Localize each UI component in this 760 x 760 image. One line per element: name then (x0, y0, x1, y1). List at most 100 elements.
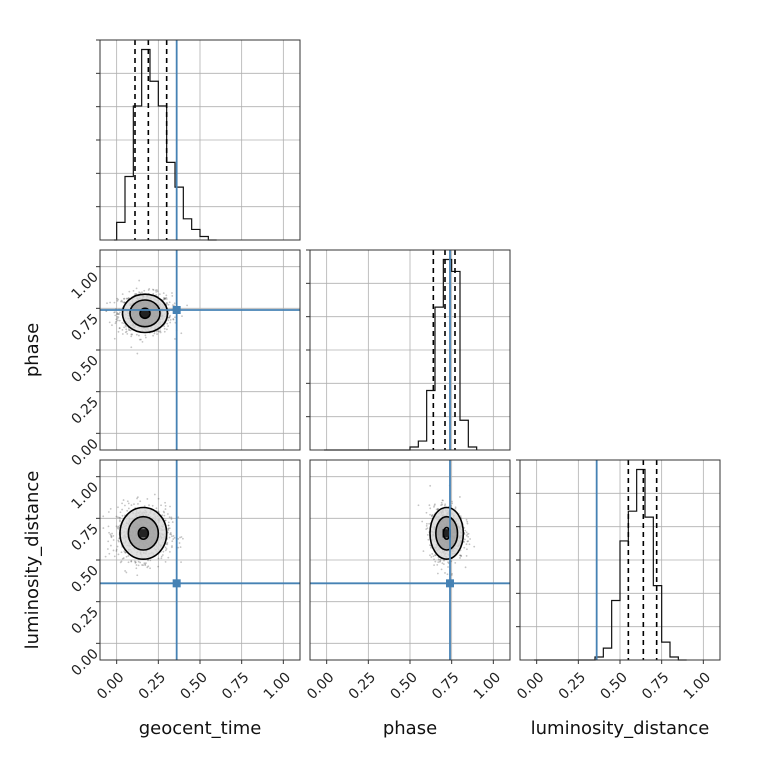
sample-point (161, 554, 164, 556)
sample-point (164, 297, 166, 300)
sample-point (114, 311, 116, 313)
sample-point (163, 511, 166, 514)
sample-point (434, 503, 436, 506)
sample-point (121, 514, 124, 517)
sample-point (466, 522, 469, 525)
sample-point (123, 301, 126, 304)
sample-point (146, 566, 149, 569)
sample-point (119, 516, 121, 519)
sample-point (137, 503, 139, 505)
sample-point (144, 334, 147, 337)
sample-point (454, 562, 457, 564)
sample-point (182, 537, 184, 540)
sample-point (154, 289, 157, 292)
sample-point (119, 511, 122, 514)
sample-point (460, 554, 462, 557)
sample-point (123, 326, 126, 329)
sample-point (152, 292, 155, 295)
sample-point (186, 304, 188, 307)
density-peak (140, 309, 150, 318)
sample-point (134, 293, 136, 295)
density-peak (139, 529, 148, 538)
y-axis-label-luminosity_distance: luminosity_distance (22, 471, 43, 650)
sample-point (152, 288, 154, 291)
sample-point (425, 524, 428, 527)
sample-point (121, 557, 124, 560)
sample-point (157, 497, 160, 500)
sample-point (117, 540, 120, 543)
sample-point (428, 522, 431, 525)
sample-point (113, 301, 116, 304)
sample-point (127, 561, 130, 564)
sample-point (177, 546, 180, 549)
histogram-luminosity_distance (534, 468, 687, 661)
sample-point (166, 322, 169, 325)
sample-point (173, 302, 176, 305)
sample-point (123, 297, 126, 300)
sample-point (123, 301, 125, 304)
sample-point (104, 555, 107, 558)
sample-point (117, 527, 120, 530)
sample-point (117, 516, 119, 519)
sample-point (425, 522, 428, 525)
sample-point (135, 333, 138, 336)
sample-point (441, 503, 444, 506)
sample-point (434, 554, 437, 557)
sample-point (109, 301, 111, 304)
sample-point (158, 293, 161, 296)
sample-point (116, 315, 119, 318)
sample-point (130, 335, 133, 338)
panel-phase-hist (306, 249, 511, 451)
sample-point (130, 346, 133, 349)
sample-point (149, 559, 152, 562)
sample-point (431, 514, 434, 516)
panel-geocent_time-vs-luminosity_distance (99, 459, 301, 661)
sample-point (443, 559, 445, 562)
sample-point (155, 291, 158, 293)
sample-point (166, 543, 169, 546)
y-tick-label: 0.50 (69, 353, 102, 386)
sample-point (113, 311, 116, 314)
sample-point (138, 338, 141, 341)
sample-point (110, 534, 112, 537)
sample-point (130, 504, 133, 507)
sample-point (432, 555, 435, 558)
sample-point (134, 561, 137, 564)
sample-point (131, 333, 134, 336)
sample-point (465, 555, 468, 557)
sample-point (148, 287, 151, 290)
sample-point (147, 559, 149, 562)
sample-point (431, 552, 434, 555)
sample-point (165, 294, 168, 297)
sample-point (466, 533, 469, 536)
sample-point (115, 550, 118, 552)
panel-geocent_time-hist (96, 39, 301, 241)
sample-point (125, 297, 128, 300)
sample-point (172, 318, 175, 320)
x-tick-label: 0.25 (136, 670, 169, 703)
x-tick-label: 0.75 (429, 670, 462, 703)
sample-point (112, 534, 115, 537)
sample-point (166, 302, 169, 305)
sample-point (157, 330, 160, 333)
sample-point (442, 563, 445, 566)
sample-point (466, 548, 468, 551)
truth-marker (446, 579, 454, 588)
truth-marker (172, 579, 181, 588)
sample-point (425, 511, 428, 514)
sample-point (102, 527, 105, 529)
sample-point (125, 330, 128, 333)
sample-point (128, 329, 131, 332)
sample-point (451, 572, 453, 575)
sample-point (117, 316, 120, 319)
sample-point (162, 296, 165, 299)
sample-point (162, 292, 165, 294)
sample-point (467, 532, 470, 535)
x-axis-label-luminosity_distance: luminosity_distance (531, 718, 710, 739)
sample-point (164, 298, 166, 301)
sample-point (147, 565, 150, 568)
sample-point (177, 516, 180, 519)
sample-point (163, 297, 166, 300)
sample-point (143, 505, 146, 508)
